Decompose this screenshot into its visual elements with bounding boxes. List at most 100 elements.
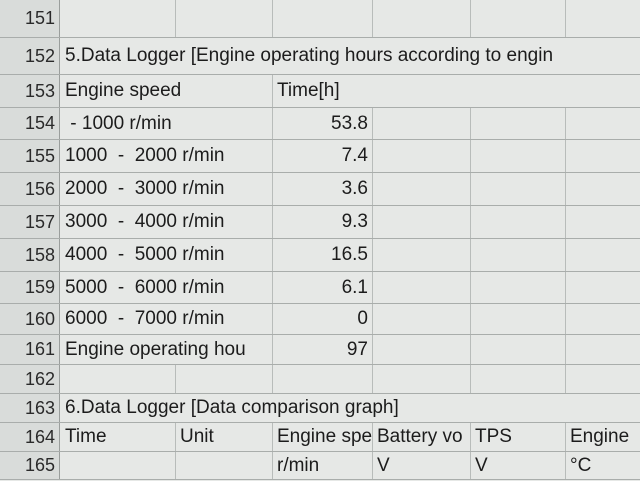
cell: V — [471, 452, 565, 479]
column-border — [372, 452, 373, 479]
column-border — [272, 423, 273, 451]
row-number: 160 — [0, 304, 60, 334]
column-border — [272, 108, 273, 139]
row-number: 162 — [0, 365, 60, 393]
sheet-row: 158 4000 - 5000 r/min 16.5 — [0, 239, 640, 272]
column-border — [565, 365, 566, 393]
sheet-row: 159 5000 - 6000 r/min 6.1 — [0, 272, 640, 304]
sheet-row: 161 Engine operating hou 97 — [0, 335, 640, 365]
cell: 6000 - 7000 r/min — [61, 304, 272, 334]
cell: 6.1 — [273, 272, 372, 303]
column-border — [175, 0, 176, 37]
row-number: 157 — [0, 206, 60, 238]
column-border — [565, 335, 566, 364]
cell: 4000 - 5000 r/min — [61, 239, 272, 271]
column-border — [470, 272, 471, 303]
cell: 5000 - 6000 r/min — [61, 272, 272, 303]
sheet-row: 162 — [0, 365, 640, 394]
row-number: 159 — [0, 272, 60, 303]
cell: 97 — [273, 335, 372, 364]
column-border — [470, 173, 471, 205]
column-border — [272, 335, 273, 364]
sheet-row: 160 6000 - 7000 r/min 0 — [0, 304, 640, 335]
column-border — [175, 452, 176, 479]
column-border — [470, 140, 471, 172]
column-border — [470, 335, 471, 364]
column-border — [272, 304, 273, 334]
column-border — [272, 0, 273, 37]
column-border — [565, 0, 566, 37]
row-number: 151 — [0, 0, 60, 37]
column-border — [272, 452, 273, 479]
cell: Time[h] — [273, 75, 640, 107]
cell: 0 — [273, 304, 372, 334]
cell: - 1000 r/min — [61, 108, 272, 139]
cell: °C — [566, 452, 640, 479]
cell: TPS — [471, 423, 565, 451]
column-border — [272, 75, 273, 107]
column-border — [372, 206, 373, 238]
column-border — [272, 173, 273, 205]
column-border — [175, 423, 176, 451]
row-number: 155 — [0, 140, 60, 172]
column-border — [470, 0, 471, 37]
cell: Battery vo — [373, 423, 470, 451]
row-number: 158 — [0, 239, 60, 271]
cell: Engine operating hou — [61, 335, 272, 364]
row-number: 163 — [0, 394, 60, 422]
row-number: 152 — [0, 38, 60, 74]
cell: Engine — [566, 423, 640, 451]
cell: 16.5 — [273, 239, 372, 271]
column-border — [565, 140, 566, 172]
cell: 2000 - 3000 r/min — [61, 173, 272, 205]
sheet-row: 163 6.Data Logger [Data comparison graph] — [0, 394, 640, 423]
cell: 1000 - 2000 r/min — [61, 140, 272, 172]
column-border — [565, 173, 566, 205]
column-border — [565, 452, 566, 479]
sheet-row: 151 — [0, 0, 640, 38]
column-border — [272, 140, 273, 172]
sheet-row: 157 3000 - 4000 r/min 9.3 — [0, 206, 640, 239]
sheet-row: 154 - 1000 r/min 53.8 — [0, 108, 640, 140]
row-number: 156 — [0, 173, 60, 205]
row-number: 165 — [0, 452, 60, 479]
cell: 7.4 — [273, 140, 372, 172]
column-border — [372, 304, 373, 334]
column-border — [372, 239, 373, 271]
row-number: 154 — [0, 108, 60, 139]
cell: 3000 - 4000 r/min — [61, 206, 272, 238]
column-border — [175, 365, 176, 393]
column-border — [372, 0, 373, 37]
column-border — [470, 423, 471, 451]
cell: 3.6 — [273, 173, 372, 205]
column-border — [372, 272, 373, 303]
column-border — [470, 365, 471, 393]
column-border — [565, 304, 566, 334]
column-border — [372, 140, 373, 172]
cell: 9.3 — [273, 206, 372, 238]
cell: r/min — [273, 452, 372, 479]
cell: V — [373, 452, 470, 479]
sheet-row: 153 Engine speed Time[h] — [0, 75, 640, 108]
column-border — [470, 452, 471, 479]
sheet-row: 156 2000 - 3000 r/min 3.6 — [0, 173, 640, 206]
column-border — [470, 304, 471, 334]
cell: Time — [61, 423, 175, 451]
cell: Engine speed — [61, 75, 272, 107]
sheet-row: 165 r/min V V °C — [0, 452, 640, 480]
column-border — [565, 239, 566, 271]
column-border — [470, 206, 471, 238]
column-border — [565, 423, 566, 451]
row-number: 161 — [0, 335, 60, 364]
column-border — [272, 365, 273, 393]
column-border — [372, 173, 373, 205]
row-number: 153 — [0, 75, 60, 107]
column-border — [272, 272, 273, 303]
column-border — [372, 365, 373, 393]
cell: Unit — [176, 423, 272, 451]
column-border — [372, 335, 373, 364]
sheet-row: 155 1000 - 2000 r/min 7.4 — [0, 140, 640, 173]
column-border — [470, 108, 471, 139]
